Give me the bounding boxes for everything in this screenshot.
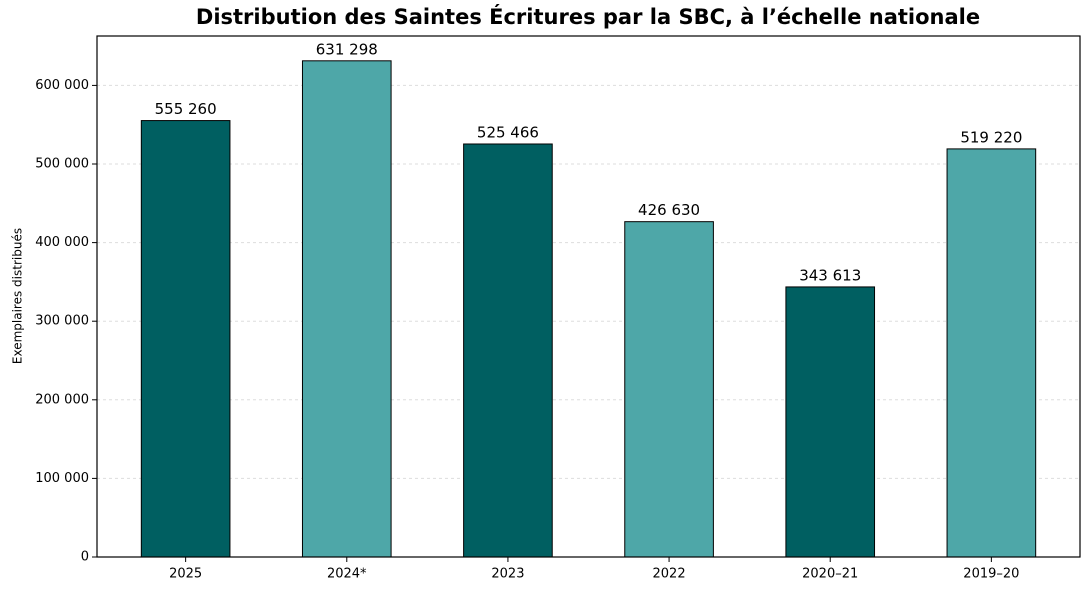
bar — [624, 221, 714, 558]
x-tick-label: 2024* — [327, 567, 367, 582]
value-label: 525 466 — [477, 123, 539, 141]
value-label: 519 220 — [960, 128, 1022, 146]
value-label: 555 260 — [155, 100, 217, 118]
value-label: 631 298 — [316, 40, 378, 58]
x-tick-label: 2019–20 — [963, 567, 1019, 582]
bar — [946, 148, 1037, 558]
value-label: 426 630 — [638, 201, 700, 219]
y-axis-label: Exemplaires distribués — [11, 228, 25, 364]
x-tick-label: 2020–21 — [802, 567, 858, 582]
chart-title: Distribution des Saintes Écritures par l… — [196, 4, 980, 29]
y-tick-label: 500 000 — [35, 157, 89, 172]
bar — [301, 60, 392, 558]
y-tick-label: 300 000 — [35, 314, 89, 329]
plot-frame — [96, 35, 1081, 558]
y-tick-label: 200 000 — [35, 392, 89, 407]
y-tick-label: 100 000 — [35, 471, 89, 486]
x-tick-label: 2023 — [491, 567, 524, 582]
value-label: 343 613 — [799, 266, 861, 284]
x-tick-label: 2022 — [653, 567, 686, 582]
x-tick-label: 2025 — [169, 567, 202, 582]
bar — [140, 120, 231, 558]
y-tick-label: 400 000 — [35, 235, 89, 250]
bar — [785, 286, 876, 558]
y-tick-label: 600 000 — [35, 78, 89, 93]
bar — [463, 143, 553, 558]
y-tick-label: 0 — [81, 550, 89, 565]
